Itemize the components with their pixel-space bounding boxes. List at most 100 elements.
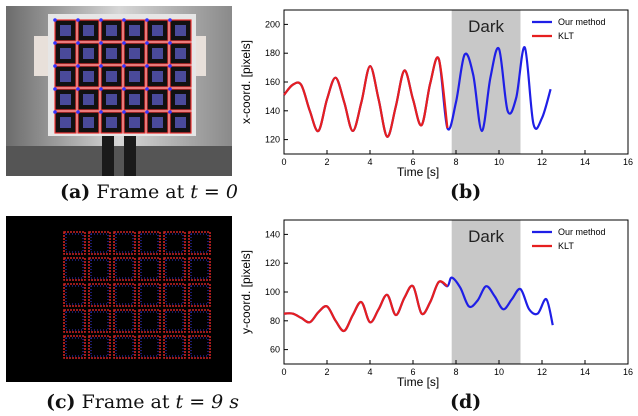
feature-outline <box>169 42 192 65</box>
feature-outline <box>123 42 146 65</box>
feature-point <box>168 64 172 68</box>
event-edge-red <box>163 257 186 281</box>
x-tick-label: 6 <box>410 367 415 377</box>
event-edge-blue <box>115 337 134 357</box>
event-edge-blue <box>165 233 184 253</box>
feature-point <box>76 87 80 91</box>
x-tick-label: 8 <box>453 157 458 167</box>
event-edge-red <box>63 283 86 307</box>
x-tick-label: 8 <box>453 367 458 377</box>
feature-point <box>99 87 103 91</box>
caption-c-math: t = 9 s <box>175 391 240 413</box>
feature-point <box>53 110 57 114</box>
y-tick-label: 80 <box>270 316 280 326</box>
board-inner <box>175 48 186 59</box>
event-edge-blue <box>140 233 159 253</box>
board-inner <box>60 117 71 128</box>
board-inner <box>175 94 186 105</box>
y-tick-label: 200 <box>265 19 280 29</box>
event-edge-blue <box>190 233 209 253</box>
feature-point <box>76 110 80 114</box>
feature-point <box>122 87 126 91</box>
event-edge-blue <box>115 285 134 305</box>
feature-point <box>122 41 126 45</box>
event-edge-red <box>113 283 136 307</box>
y-tick-label: 120 <box>265 258 280 268</box>
board-inner <box>129 117 140 128</box>
feature-outline <box>54 65 77 88</box>
board-inner <box>60 94 71 105</box>
feature-point <box>76 41 80 45</box>
y-tick-label: 120 <box>265 135 280 145</box>
event-edge-blue <box>90 233 109 253</box>
board-inner <box>129 48 140 59</box>
caption-d: (d) <box>450 391 481 413</box>
x-tick-label: 0 <box>281 367 286 377</box>
x-tick-label: 10 <box>494 367 504 377</box>
feature-point <box>53 41 57 45</box>
event-edge-blue <box>90 311 109 331</box>
feature-point <box>145 64 149 68</box>
feature-outline <box>77 111 100 134</box>
feature-point <box>53 18 57 22</box>
event-edge-blue <box>65 259 84 279</box>
x-tick-label: 12 <box>537 157 547 167</box>
event-edge-blue <box>165 259 184 279</box>
x-tick-label: 6 <box>410 157 415 167</box>
feature-outline <box>54 111 77 134</box>
board-inner <box>83 71 94 82</box>
event-edge-red <box>138 257 161 281</box>
feature-point <box>99 64 103 68</box>
event-edge-blue <box>165 337 184 357</box>
board-inner <box>83 25 94 36</box>
board-inner <box>129 71 140 82</box>
feature-outline <box>123 88 146 111</box>
y-tick-label: 140 <box>265 229 280 239</box>
x-tick-label: 16 <box>623 157 633 167</box>
event-edge-red <box>113 309 136 333</box>
feature-outline <box>146 88 169 111</box>
feature-point <box>53 87 57 91</box>
event-edge-red <box>113 335 136 359</box>
caption-a-math: t = 0 <box>190 181 238 203</box>
event-edge-blue <box>165 311 184 331</box>
x-axis-label: Time [s] <box>397 165 439 179</box>
event-edge-blue <box>90 259 109 279</box>
x-tick-label: 12 <box>537 367 547 377</box>
event-edge-blue <box>90 337 109 357</box>
feature-outline <box>169 88 192 111</box>
board-inner <box>175 71 186 82</box>
feature-outline <box>123 111 146 134</box>
caption-c-text: Frame at <box>81 391 170 413</box>
x-tick-label: 4 <box>367 157 372 167</box>
photo-a <box>6 6 232 176</box>
event-edge-red <box>63 257 86 281</box>
event-edge-blue <box>115 311 134 331</box>
feature-point <box>76 64 80 68</box>
event-edge-red <box>188 231 211 255</box>
board-inner <box>60 71 71 82</box>
board-inner <box>106 117 117 128</box>
feature-point <box>168 18 172 22</box>
feature-outline <box>77 19 100 42</box>
event-edge-blue <box>65 337 84 357</box>
board-inner <box>106 94 117 105</box>
board-inner <box>83 94 94 105</box>
board-inner <box>129 25 140 36</box>
x-tick-label: 2 <box>324 367 329 377</box>
legend-entry: KLT <box>558 241 574 251</box>
event-edge-red <box>88 257 111 281</box>
y-tick-label: 140 <box>265 106 280 116</box>
board-inner <box>106 48 117 59</box>
event-edge-blue <box>190 337 209 357</box>
feature-point <box>122 64 126 68</box>
board-inner <box>152 25 163 36</box>
event-edge-red <box>88 231 111 255</box>
legend-entry: KLT <box>558 31 574 41</box>
event-edge-blue <box>140 337 159 357</box>
event-edge-blue <box>65 285 84 305</box>
feature-outline <box>169 65 192 88</box>
feature-outline <box>54 19 77 42</box>
caption-a-label: (a) <box>60 181 91 203</box>
photo-c <box>6 216 232 382</box>
